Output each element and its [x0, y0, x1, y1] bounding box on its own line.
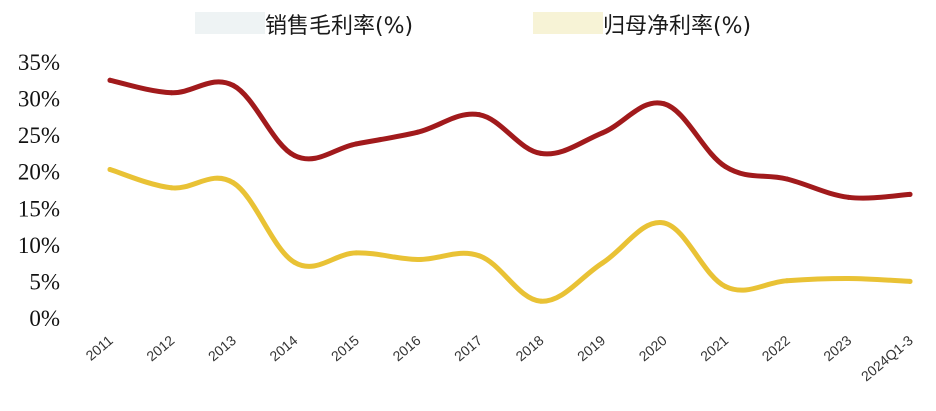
series-line-net-margin [107, 167, 913, 304]
data-point-gross-margin-2019 [599, 130, 605, 136]
data-point-net-margin-2021 [722, 284, 728, 290]
x-tick-label-2018: 2018 [513, 332, 547, 364]
data-point-net-margin-2016 [415, 256, 421, 262]
y-tick-label-25: 25% [18, 123, 60, 148]
data-point-net-margin-2023 [845, 276, 851, 282]
series-lines [107, 77, 913, 304]
x-tick-label-2012: 2012 [143, 332, 177, 364]
chart-legend: 销售毛利率(%) 归母净利率(%) [195, 12, 751, 39]
y-axis-ticks: 0% 5% 10% 15% 20% 25% 30% 35% [18, 50, 60, 331]
x-tick-label-2015: 2015 [328, 332, 362, 364]
x-tick-label-2022: 2022 [759, 332, 793, 364]
data-point-gross-margin-2011 [107, 77, 113, 83]
data-point-gross-margin-2020 [661, 101, 667, 107]
data-point-gross-margin-2014 [292, 153, 298, 159]
data-point-net-margin-2015 [353, 250, 359, 256]
data-point-net-margin-2017 [476, 253, 482, 259]
x-tick-label-2016: 2016 [389, 332, 423, 364]
legend-swatch-net-margin [533, 12, 603, 34]
data-point-gross-margin-2016 [415, 129, 421, 135]
data-point-net-margin-2022 [784, 278, 790, 284]
x-tick-label-2020: 2020 [636, 332, 670, 364]
data-point-gross-margin-2024q1-3 [907, 191, 913, 197]
data-point-gross-margin-2018 [538, 150, 544, 156]
data-point-net-margin-2024q1-3 [907, 278, 913, 284]
legend-swatch-gross-margin [195, 12, 265, 34]
x-tick-label-2024q1-3: 2024Q1-3 [858, 332, 916, 384]
data-point-gross-margin-2017 [476, 112, 482, 118]
data-point-net-margin-2018 [538, 298, 544, 304]
x-tick-label-2017: 2017 [451, 332, 485, 364]
y-tick-label-5: 5% [29, 269, 60, 294]
x-tick-label-2023: 2023 [820, 332, 854, 364]
data-point-net-margin-2020 [661, 220, 667, 226]
legend-label-net-margin: 归母净利率(%) [603, 14, 751, 39]
y-tick-label-10: 10% [18, 233, 60, 258]
data-point-net-margin-2014 [292, 259, 298, 265]
data-point-gross-margin-2012 [169, 90, 175, 96]
data-point-net-margin-2011 [107, 167, 113, 173]
y-tick-label-35: 35% [18, 50, 60, 75]
y-tick-label-20: 20% [18, 160, 60, 185]
data-point-gross-margin-2015 [353, 141, 359, 147]
x-tick-label-2011: 2011 [83, 332, 117, 364]
data-point-gross-margin-2021 [722, 164, 728, 170]
x-tick-label-2013: 2013 [205, 332, 239, 364]
data-point-net-margin-2012 [169, 185, 175, 191]
legend-label-gross-margin: 销售毛利率(%) [265, 14, 413, 39]
x-tick-label-2021: 2021 [697, 332, 731, 364]
data-point-gross-margin-2013 [230, 82, 236, 88]
data-point-net-margin-2019 [599, 260, 605, 266]
series-line-gross-margin [107, 77, 913, 201]
data-point-gross-margin-2022 [784, 176, 790, 182]
y-tick-label-15: 15% [18, 196, 60, 221]
data-point-gross-margin-2023 [845, 194, 851, 200]
x-tick-label-2019: 2019 [574, 332, 608, 364]
x-tick-label-2014: 2014 [266, 332, 300, 364]
y-tick-label-30: 30% [18, 87, 60, 112]
y-tick-label-0: 0% [29, 306, 60, 331]
data-point-net-margin-2013 [230, 180, 236, 186]
x-axis-ticks: 2011 2012 2013 2014 2015 2016 2017 2018 2019 2020… [83, 332, 917, 384]
